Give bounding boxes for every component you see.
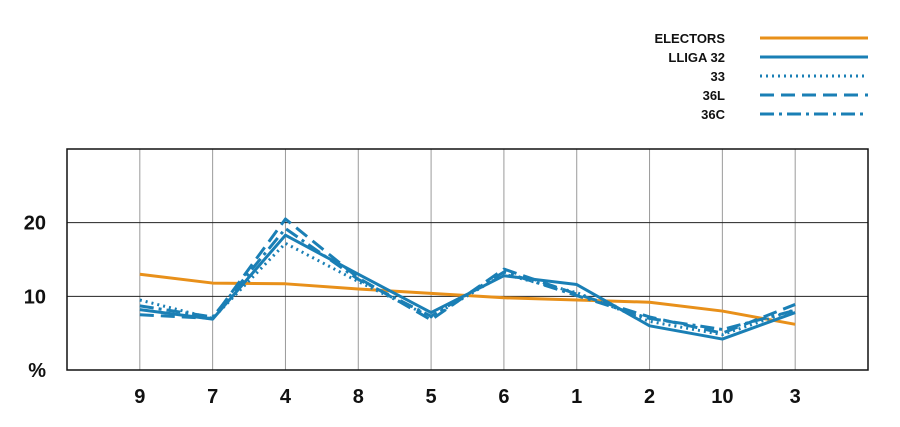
x-tick-label: 2 (644, 386, 655, 408)
plot-frame (66, 148, 869, 371)
legend-label: 36L (703, 88, 725, 103)
series-line (139, 227, 796, 331)
x-tick-label: 7 (207, 386, 218, 408)
series-line (139, 241, 796, 337)
x-tick-label: 1 (571, 386, 582, 408)
x-tick-label: 3 (790, 386, 801, 408)
x-tick-label: 5 (426, 386, 437, 408)
y-axis-label: % (28, 360, 46, 382)
legend-label: LLIGA 32 (668, 50, 725, 65)
axes: 9 7 4 8 5 6 1 2 10 3 10 20 (24, 213, 801, 408)
y-tick-label: 20 (24, 213, 46, 235)
legend-label: ELECTORS (654, 31, 725, 46)
x-tick-label: 4 (280, 386, 292, 408)
x-tick-label: 9 (134, 386, 145, 408)
x-tick-label: 10 (711, 386, 733, 408)
x-tick-label: 8 (353, 386, 364, 408)
x-tick-label: 6 (498, 386, 509, 408)
y-tick-label: 10 (24, 286, 46, 308)
legend: ELECTORS LLIGA 32 33 36L 36C (654, 31, 868, 122)
legend-label: 33 (711, 69, 725, 84)
series-line (139, 217, 796, 335)
series-lines (139, 217, 796, 341)
legend-label: 36C (701, 107, 725, 122)
grid-lines (67, 149, 868, 370)
